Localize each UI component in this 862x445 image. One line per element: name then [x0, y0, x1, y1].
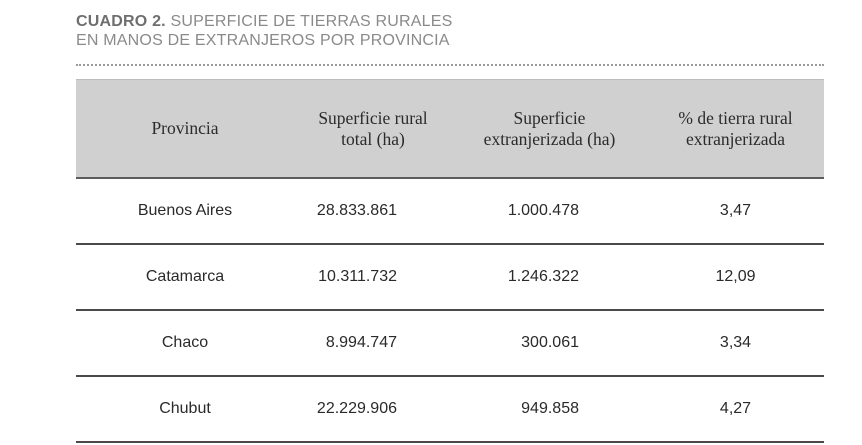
cell-superficie-extranjerizada: 1.000.478 [507, 202, 579, 219]
cell-provincia: Catamarca [145, 268, 225, 285]
cell-superficie-total: 28.833.861 [316, 202, 397, 219]
cell-provincia: Chubut [159, 400, 211, 417]
table-caption: CUADRO 2. SUPERFICIE DE TIERRAS RURALES … [76, 12, 452, 50]
cell-porcentaje: 3,47 [719, 202, 752, 219]
data-table: Provincia Superficie rural total (ha) Su… [76, 79, 824, 443]
cell-superficie-extranjerizada: 300.061 [521, 334, 579, 351]
caption-label: CUADRO 2. [76, 13, 166, 30]
cell-porcentaje: 12,09 [715, 268, 756, 285]
cell-provincia: Chaco [161, 334, 209, 351]
table-row: Chubut 22.229.906 949.858 4,27 [76, 377, 824, 443]
cell-superficie-extranjerizada: 1.246.322 [507, 268, 579, 285]
cell-porcentaje: 4,27 [719, 400, 752, 417]
table-row: Buenos Aires 28.833.861 1.000.478 3,47 [76, 179, 824, 245]
header-superficie-rural-total: Superficie rural total (ha) [318, 107, 428, 149]
table-header-row: Provincia Superficie rural total (ha) Su… [76, 79, 824, 179]
header-superficie-extranjerizada: Superficie extranjerizada (ha) [483, 107, 616, 149]
table-row: Chaco 8.994.747 300.061 3,34 [76, 311, 824, 377]
header-porcentaje-extranjerizada: % de tierra rural extranjerizada [678, 107, 793, 149]
dotted-divider [76, 64, 824, 66]
cell-superficie-total: 22.229.906 [316, 400, 397, 417]
cell-superficie-extranjerizada: 949.858 [521, 400, 579, 417]
header-provincia: Provincia [151, 118, 219, 138]
table-row: Catamarca 10.311.732 1.246.322 12,09 [76, 245, 824, 311]
cell-superficie-total: 8.994.747 [325, 334, 397, 351]
cell-porcentaje: 3,34 [719, 334, 752, 351]
caption-title-line-1: SUPERFICIE DE TIERRAS RURALES [170, 13, 453, 30]
caption-title-line-2: EN MANOS DE EXTRANJEROS POR PROVINCIA [76, 32, 450, 49]
cell-provincia: Buenos Aires [137, 202, 233, 219]
cell-superficie-total: 10.311.732 [318, 268, 397, 285]
